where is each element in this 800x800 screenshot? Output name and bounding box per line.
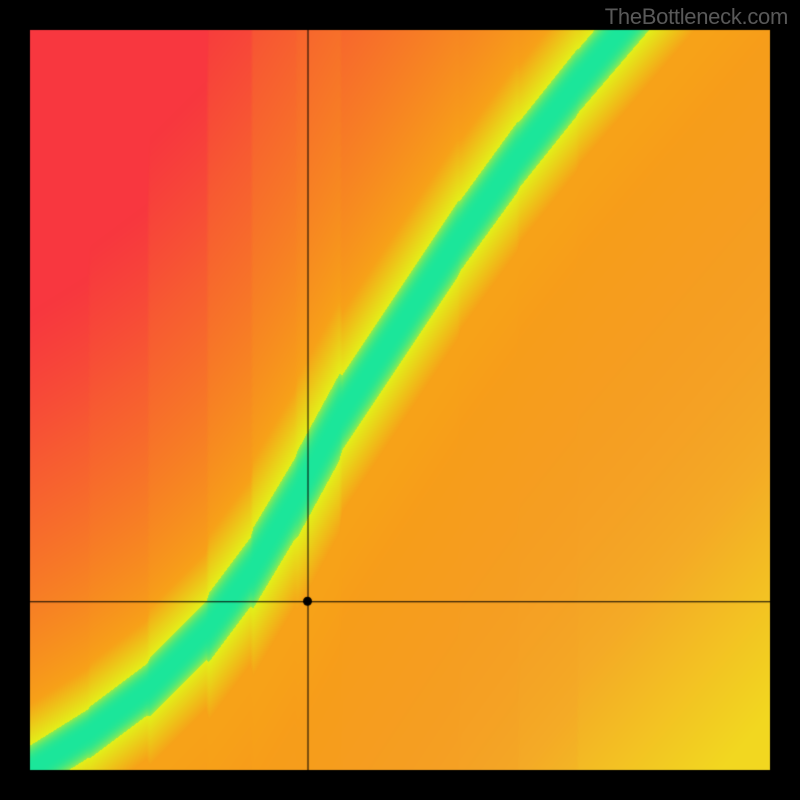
source-watermark: TheBottleneck.com (605, 4, 788, 30)
bottleneck-heatmap (0, 0, 800, 800)
